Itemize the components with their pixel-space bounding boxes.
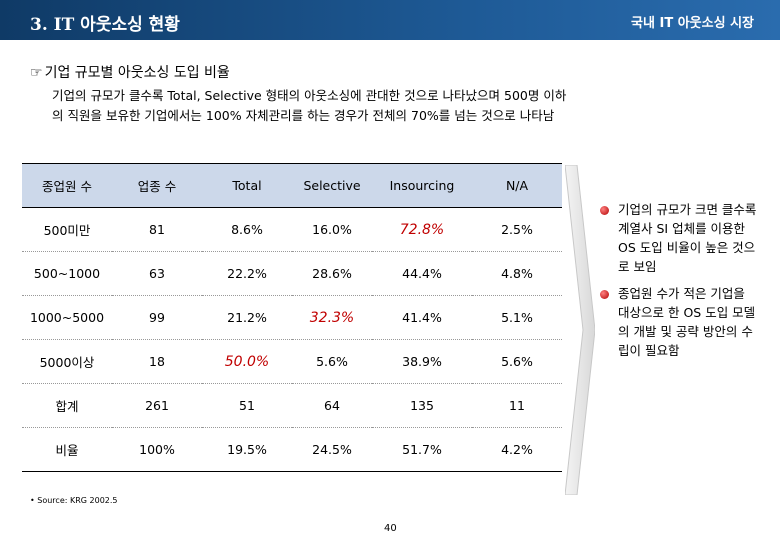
table-cell: 5000이상 [22, 339, 112, 384]
page-number: 40 [384, 523, 397, 534]
table-cell: 1000~5000 [22, 295, 112, 340]
bullet-icon [600, 206, 609, 215]
notes-panel: 기업의 규모가 크면 클수록 계열사 SI 업체를 이용한 OS 도입 비율이 … [598, 200, 758, 368]
table-header-row: 종업원 수 업종 수 Total Selective Insourcing N/… [22, 163, 562, 208]
description: 기업의 규모가 클수록 Total, Selective 형태의 아웃소싱에 관… [52, 86, 762, 126]
table-cell: 28.6% [292, 251, 372, 296]
source-note: • Source: KRG 2002.5 [30, 496, 118, 505]
note-text: 종업원 수가 적은 기업을 대상으로 한 OS 도입 모델의 개발 및 공략 방… [618, 286, 756, 358]
table-row: 1000~5000 99 21.2% 32.3% 41.4% 5.1% [22, 295, 562, 340]
table-cell: 51.7% [372, 427, 472, 472]
table-cell: 5.6% [292, 339, 372, 384]
table-cell: 24.5% [292, 427, 372, 472]
table-row: 비율 100% 19.5% 24.5% 51.7% 4.2% [22, 427, 562, 472]
table-cell: 19.5% [202, 427, 292, 472]
table-cell-highlight: 32.3% [292, 295, 372, 340]
table-cell: 500~1000 [22, 251, 112, 296]
table-cell: 135 [372, 383, 472, 428]
table-cell: 5.1% [472, 295, 562, 340]
header-right-title: 국내 IT 아웃소싱 시장 [631, 16, 754, 31]
table-cell: 22.2% [202, 251, 292, 296]
subtitle: ☞ 기업 규모별 아웃소싱 도입 비율 [30, 62, 230, 82]
table-cell: 합계 [22, 383, 112, 428]
table-row: 5000이상 18 50.0% 5.6% 38.9% 5.6% [22, 339, 562, 384]
table-cell: 81 [112, 207, 202, 252]
table-cell: 비율 [22, 427, 112, 472]
table-row: 합계 261 51 64 135 11 [22, 383, 562, 428]
table-cell: 500미만 [22, 207, 112, 252]
table-cell: 2.5% [472, 207, 562, 252]
section-title: 3. IT 아웃소싱 현황 [30, 15, 180, 35]
table-cell: 38.9% [372, 339, 472, 384]
table-cell-highlight: 72.8% [372, 207, 472, 252]
table-cell: 5.6% [472, 339, 562, 384]
note-item: 기업의 규모가 크면 클수록 계열사 SI 업체를 이용한 OS 도입 비율이 … [598, 200, 758, 276]
description-line: 의 직원을 보유한 기업에서는 100% 자체관리를 하는 경우가 전체의 70… [52, 108, 555, 123]
subtitle-text: 기업 규모별 아웃소싱 도입 비율 [44, 65, 230, 81]
table-cell: 18 [112, 339, 202, 384]
table-cell: 41.4% [372, 295, 472, 340]
bullet-icon [600, 290, 609, 299]
table-cell: 4.2% [472, 427, 562, 472]
table-cell: 11 [472, 383, 562, 428]
table-cell: 21.2% [202, 295, 292, 340]
description-line: 기업의 규모가 클수록 Total, Selective 형태의 아웃소싱에 관… [52, 88, 567, 103]
table-cell: 16.0% [292, 207, 372, 252]
table-cell: 8.6% [202, 207, 292, 252]
chevron-arrow-icon [565, 165, 595, 495]
header-bar: 3. IT 아웃소싱 현황 국내 IT 아웃소싱 시장 [0, 0, 780, 40]
table-cell-highlight: 50.0% [202, 339, 292, 384]
column-header: Insourcing [372, 163, 472, 208]
column-header: 종업원 수 [22, 163, 112, 208]
pointing-hand-icon: ☞ [30, 65, 43, 81]
column-header: N/A [472, 163, 562, 208]
table-cell: 100% [112, 427, 202, 472]
table-cell: 63 [112, 251, 202, 296]
table-cell: 4.8% [472, 251, 562, 296]
table-cell: 51 [202, 383, 292, 428]
table-row: 500미만 81 8.6% 16.0% 72.8% 2.5% [22, 207, 562, 252]
adoption-table: 종업원 수 업종 수 Total Selective Insourcing N/… [22, 163, 562, 472]
column-header: Selective [292, 163, 372, 208]
table-cell: 99 [112, 295, 202, 340]
note-item: 종업원 수가 적은 기업을 대상으로 한 OS 도입 모델의 개발 및 공략 방… [598, 284, 758, 360]
table-cell: 44.4% [372, 251, 472, 296]
table-cell: 64 [292, 383, 372, 428]
table-cell: 261 [112, 383, 202, 428]
note-text: 기업의 규모가 크면 클수록 계열사 SI 업체를 이용한 OS 도입 비율이 … [618, 202, 757, 274]
column-header: 업종 수 [112, 163, 202, 208]
column-header: Total [202, 163, 292, 208]
table-row: 500~1000 63 22.2% 28.6% 44.4% 4.8% [22, 251, 562, 296]
